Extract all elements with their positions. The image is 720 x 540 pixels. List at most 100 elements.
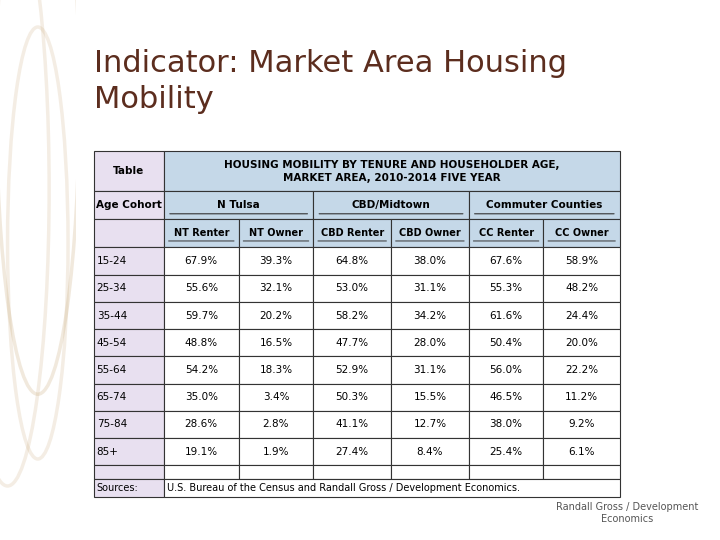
FancyBboxPatch shape [391,465,469,478]
Text: U.S. Bureau of the Census and Randall Gross / Development Economics.: U.S. Bureau of the Census and Randall Gr… [167,483,520,492]
FancyBboxPatch shape [391,438,469,465]
Text: 50.3%: 50.3% [336,392,369,402]
Text: 18.3%: 18.3% [259,365,292,375]
FancyBboxPatch shape [469,465,544,478]
Text: 12.7%: 12.7% [413,420,446,429]
FancyBboxPatch shape [313,247,391,275]
FancyBboxPatch shape [391,247,469,275]
Text: 19.1%: 19.1% [185,447,218,457]
Text: 64.8%: 64.8% [336,256,369,266]
FancyBboxPatch shape [469,438,544,465]
Text: Table: Table [113,166,145,176]
Text: 50.4%: 50.4% [490,338,523,348]
FancyBboxPatch shape [164,465,238,478]
FancyBboxPatch shape [164,411,238,438]
FancyBboxPatch shape [238,247,313,275]
FancyBboxPatch shape [544,356,620,383]
FancyBboxPatch shape [544,438,620,465]
FancyBboxPatch shape [391,219,469,247]
Text: 9.2%: 9.2% [568,420,595,429]
Text: 34.2%: 34.2% [413,310,446,321]
FancyBboxPatch shape [544,383,620,411]
FancyBboxPatch shape [164,302,238,329]
FancyBboxPatch shape [94,191,164,219]
Text: 61.6%: 61.6% [490,310,523,321]
Text: 15.5%: 15.5% [413,392,446,402]
Text: 45-54: 45-54 [96,338,127,348]
Text: 46.5%: 46.5% [490,392,523,402]
FancyBboxPatch shape [94,465,164,478]
Text: Commuter Counties: Commuter Counties [486,200,603,210]
FancyBboxPatch shape [313,356,391,383]
FancyBboxPatch shape [391,411,469,438]
Text: 20.2%: 20.2% [259,310,292,321]
FancyBboxPatch shape [469,383,544,411]
Text: CC Renter: CC Renter [479,228,534,238]
Text: 25-34: 25-34 [96,284,127,293]
FancyBboxPatch shape [469,247,544,275]
Text: 38.0%: 38.0% [413,256,446,266]
Text: 58.9%: 58.9% [565,256,598,266]
FancyBboxPatch shape [544,275,620,302]
FancyBboxPatch shape [544,465,620,478]
Text: 3.4%: 3.4% [263,392,289,402]
Text: 48.8%: 48.8% [185,338,218,348]
Text: 20.0%: 20.0% [565,338,598,348]
Text: 24.4%: 24.4% [565,310,598,321]
Text: CBD Owner: CBD Owner [399,228,461,238]
FancyBboxPatch shape [391,302,469,329]
FancyBboxPatch shape [469,302,544,329]
FancyBboxPatch shape [164,275,238,302]
FancyBboxPatch shape [94,275,164,302]
FancyBboxPatch shape [238,465,313,478]
FancyBboxPatch shape [164,191,313,219]
FancyBboxPatch shape [164,383,238,411]
FancyBboxPatch shape [313,411,391,438]
FancyBboxPatch shape [313,302,391,329]
Text: CBD Renter: CBD Renter [320,228,384,238]
FancyBboxPatch shape [391,383,469,411]
FancyBboxPatch shape [94,219,164,247]
FancyBboxPatch shape [544,247,620,275]
Text: 55.3%: 55.3% [490,284,523,293]
Text: 38.0%: 38.0% [490,420,523,429]
Text: 28.0%: 28.0% [413,338,446,348]
Text: 52.9%: 52.9% [336,365,369,375]
Text: CBD/Midtown: CBD/Midtown [351,200,431,210]
Text: 48.2%: 48.2% [565,284,598,293]
Text: 75-84: 75-84 [96,420,127,429]
Text: 58.2%: 58.2% [336,310,369,321]
Text: 31.1%: 31.1% [413,365,446,375]
Text: 8.4%: 8.4% [417,447,443,457]
FancyBboxPatch shape [313,438,391,465]
Text: HOUSING MOBILITY BY TENURE AND HOUSEHOLDER AGE,
MARKET AREA, 2010-2014 FIVE YEAR: HOUSING MOBILITY BY TENURE AND HOUSEHOLD… [224,159,559,183]
FancyBboxPatch shape [313,191,469,219]
Text: Randall Gross / Development
Economics: Randall Gross / Development Economics [556,502,698,524]
FancyBboxPatch shape [544,411,620,438]
Text: 67.9%: 67.9% [185,256,218,266]
FancyBboxPatch shape [313,219,391,247]
Text: 47.7%: 47.7% [336,338,369,348]
FancyBboxPatch shape [94,247,164,275]
FancyBboxPatch shape [391,275,469,302]
FancyBboxPatch shape [94,478,164,497]
FancyBboxPatch shape [238,302,313,329]
FancyBboxPatch shape [164,329,238,356]
Text: 28.6%: 28.6% [185,420,218,429]
FancyBboxPatch shape [238,383,313,411]
Text: 35.0%: 35.0% [185,392,218,402]
FancyBboxPatch shape [94,151,164,191]
Text: NT Renter: NT Renter [174,228,229,238]
FancyBboxPatch shape [94,356,164,383]
FancyBboxPatch shape [94,302,164,329]
Text: 32.1%: 32.1% [259,284,292,293]
FancyBboxPatch shape [164,151,620,191]
FancyBboxPatch shape [469,191,620,219]
FancyBboxPatch shape [164,438,238,465]
Text: 16.5%: 16.5% [259,338,292,348]
Text: N Tulsa: N Tulsa [217,200,260,210]
FancyBboxPatch shape [94,411,164,438]
Text: 22.2%: 22.2% [565,365,598,375]
FancyBboxPatch shape [94,383,164,411]
Text: 11.2%: 11.2% [565,392,598,402]
